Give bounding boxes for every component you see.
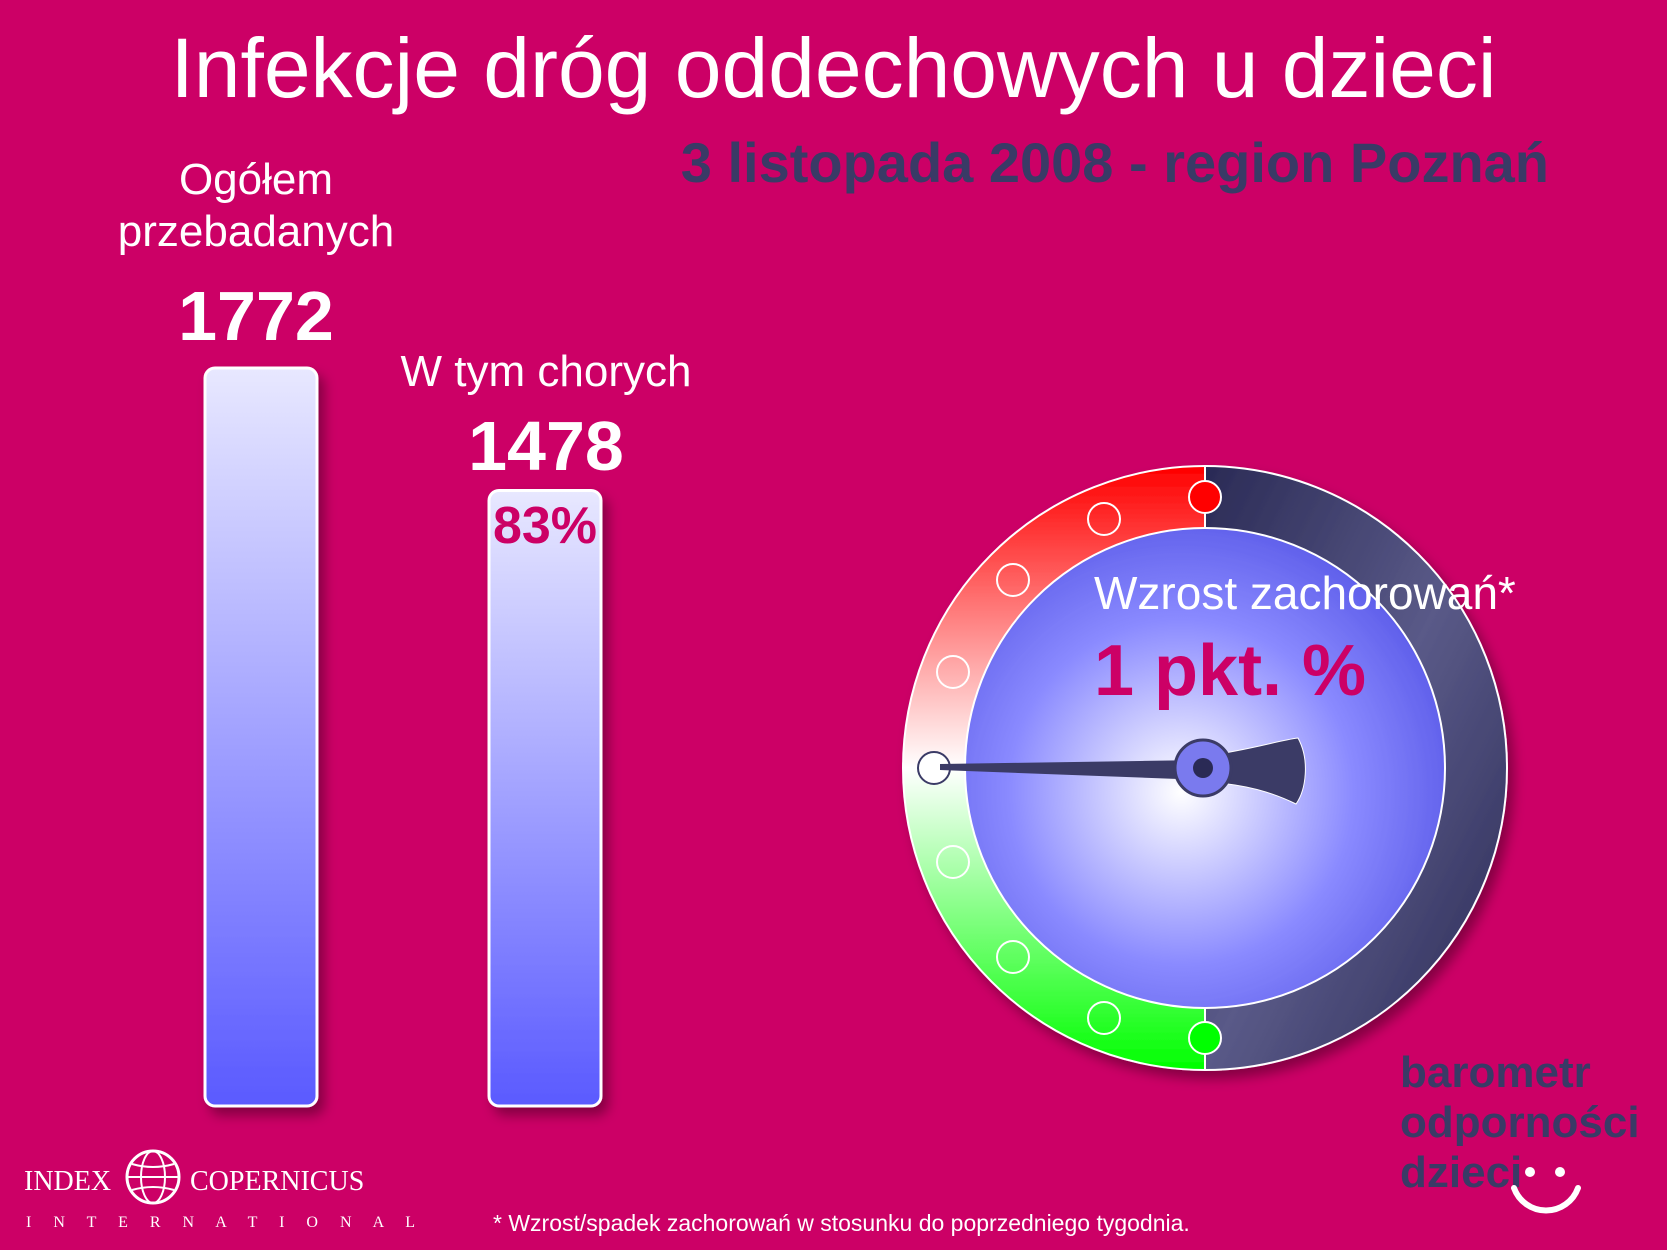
publisher-name-right: COPERNICUS xyxy=(190,1166,365,1197)
page-subtitle: 3 listopada 2008 - region Poznań xyxy=(680,131,1549,194)
publisher-subtitle: I N T E R N A T I O N A L xyxy=(26,1214,425,1231)
gauge-needle xyxy=(940,737,1306,805)
brand-logo: barometr odporności dzieci xyxy=(1400,1048,1640,1198)
brand-line2: odporności xyxy=(1400,1098,1640,1147)
footnote: * Wzrost/spadek zachorowań w stosunku do… xyxy=(493,1210,1190,1236)
gauge-rim xyxy=(1205,466,1507,1070)
gauge-increase-arc xyxy=(903,466,1205,768)
bar-label-total-line1: Ogółem xyxy=(178,155,334,204)
brand-line1: barometr xyxy=(1400,1048,1591,1097)
gauge-ticks xyxy=(917,480,1222,1055)
gauge-value: 1 pkt. % xyxy=(1094,631,1367,711)
bar-label-total: Ogółem przebadanych xyxy=(96,154,416,258)
bar-label-sick: W tym chorych xyxy=(400,347,692,396)
bar-total xyxy=(203,366,319,1108)
bar-sick xyxy=(487,488,603,1108)
publisher-name-left: INDEX xyxy=(24,1166,112,1197)
value-label-sick: 1478 xyxy=(468,407,624,485)
brand-line3: dzieci xyxy=(1400,1148,1523,1197)
page-title: Infekcje dróg oddechowych u dzieci xyxy=(170,21,1497,115)
bar-label-total-line2: przebadanych xyxy=(117,206,395,256)
globe-icon xyxy=(125,1149,181,1205)
value-label-total: 1772 xyxy=(178,277,334,355)
gauge xyxy=(902,465,1508,1071)
smiley-icon xyxy=(1511,1167,1581,1214)
gauge-decrease-arc xyxy=(903,768,1205,1070)
share-label: 83% xyxy=(492,497,598,555)
gauge-title: Wzrost zachorowań* xyxy=(1094,567,1516,619)
